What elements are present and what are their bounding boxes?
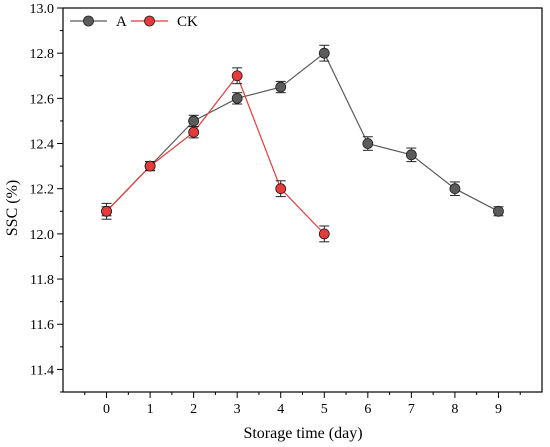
series-ck-point <box>101 205 112 217</box>
legend-ck-marker <box>144 15 155 27</box>
y-tick-label: 12.2 <box>30 183 55 198</box>
series-a-line <box>106 52 499 212</box>
x-tick-label: 3 <box>234 402 241 417</box>
series-a-point <box>231 92 243 104</box>
y-axis-title: SSC (%) <box>4 180 21 236</box>
y-tick-label: 12.6 <box>30 92 55 107</box>
series-a-point <box>275 81 287 93</box>
x-tick-label: 0 <box>103 402 110 417</box>
y-tick-label: 11.8 <box>30 273 54 288</box>
series-ck-line <box>106 74 325 235</box>
x-tick-label: 9 <box>495 402 502 417</box>
series-ck-point <box>318 228 330 240</box>
y-tick-label: 12.4 <box>30 138 55 153</box>
x-tick-label: 7 <box>408 402 415 417</box>
y-tick-label: 11.4 <box>30 363 54 378</box>
legend-a-marker <box>83 15 94 27</box>
x-tick-label: 2 <box>190 402 197 417</box>
series-a-point <box>188 115 200 127</box>
x-tick-label: 5 <box>321 402 328 417</box>
x-tick-label: 1 <box>147 402 154 417</box>
series-ck-point <box>188 126 200 138</box>
x-tick-label: 6 <box>364 402 371 417</box>
x-tick-label: 4 <box>277 402 284 417</box>
series-a-point <box>493 205 504 217</box>
legend: A CK <box>70 14 198 30</box>
legend-label: A <box>116 14 127 30</box>
x-axis-title: Storage time (day) <box>243 425 362 442</box>
y-tick-label: 12.8 <box>30 47 55 62</box>
plot-frame <box>62 7 543 393</box>
series-ck-point <box>144 160 156 172</box>
y-tick-label: 12.0 <box>30 228 55 243</box>
series-a-point <box>449 183 461 195</box>
series-a-point <box>318 47 330 59</box>
series-a-point <box>405 149 417 161</box>
plot-layer <box>101 44 504 243</box>
y-tick-label: 13.0 <box>30 2 55 17</box>
y-tick-label: 11.6 <box>30 318 54 333</box>
series-a-point <box>362 138 374 149</box>
series-ck-point <box>275 183 287 195</box>
x-tick-label: 8 <box>451 402 458 417</box>
legend-label: CK <box>177 14 198 30</box>
series-ck-point <box>231 70 243 82</box>
axis-layer: 0 1 2 3 4 5 6 7 8 9 11.4 11.6 11.8 12.0 12.2 12.4 12.6 12… <box>30 2 543 417</box>
